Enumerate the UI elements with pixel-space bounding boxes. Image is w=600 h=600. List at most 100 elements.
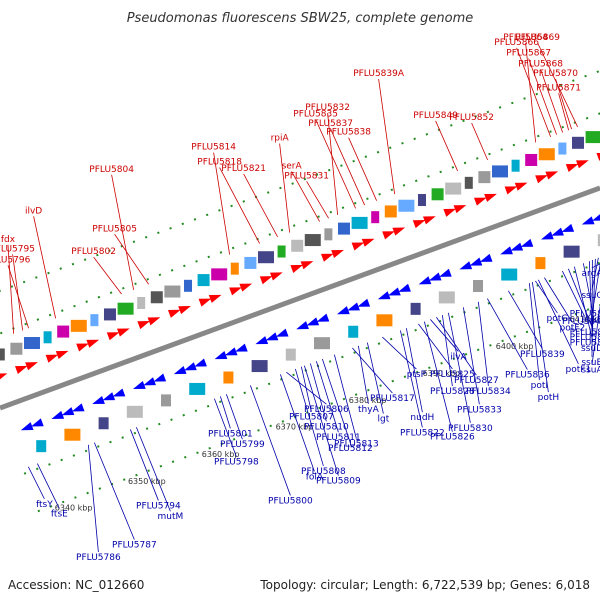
feature-box-upper — [90, 314, 99, 327]
top-gene-label: PFLU5821 — [221, 164, 266, 174]
reverse-gene-arrow — [418, 276, 432, 285]
label-leader-line — [535, 280, 558, 314]
feature-box-upper — [244, 256, 257, 269]
reverse-gene-arrow — [31, 418, 44, 427]
forward-gene-arrow — [361, 238, 375, 247]
label-leader-line — [136, 427, 171, 512]
label-leader-line — [321, 358, 351, 444]
feature-box-upper — [230, 262, 239, 275]
label-leader-line — [508, 290, 543, 350]
feature-box-upper — [0, 348, 5, 361]
bottom-gene-label: PFLU5851 — [570, 309, 600, 319]
label-leader-line — [430, 319, 459, 352]
reverse-gene-arrow — [439, 268, 452, 277]
feature-box-lower — [597, 234, 600, 247]
label-leader-line — [225, 394, 243, 440]
bottom-gene-label: lgt — [378, 415, 390, 425]
reverse-gene-arrow — [388, 287, 401, 296]
bottom-gene-label: PFLU5834 — [466, 387, 511, 397]
reverse-gene-arrow — [255, 336, 269, 345]
label-leader-line — [568, 268, 593, 327]
reverse-gene-arrow — [51, 410, 65, 419]
label-leader-line — [382, 336, 417, 370]
reverse-gene-arrow — [112, 388, 126, 397]
tick-track-0 — [37, 304, 600, 513]
bottom-gene-label: ssuA — [581, 366, 600, 376]
label-leader-line — [423, 321, 453, 432]
label-leader-line — [418, 323, 453, 370]
reverse-gene-arrow — [459, 261, 473, 270]
feature-box-upper — [491, 165, 508, 178]
feature-box-upper — [371, 211, 380, 224]
top-gene-label: PFLU5837 — [308, 119, 353, 129]
reverse-gene-arrow — [224, 347, 238, 356]
feature-box-upper — [337, 222, 350, 235]
reverse-gene-arrow — [275, 328, 289, 337]
feature-box-upper — [211, 268, 228, 281]
feature-box-lower — [563, 245, 580, 258]
forward-gene-arrow — [106, 332, 120, 341]
label-leader-line — [214, 398, 237, 457]
reverse-gene-arrow — [235, 343, 248, 352]
forward-gene-arrow — [116, 328, 130, 337]
feature-box-upper — [150, 291, 163, 304]
forward-gene-arrow — [514, 182, 528, 191]
forward-gene-arrow — [596, 152, 600, 161]
forward-gene-arrow — [259, 276, 273, 285]
forward-gene-arrow — [422, 216, 436, 225]
reverse-gene-arrow — [306, 317, 320, 326]
bottom-gene-label: PFLU5828 — [430, 387, 475, 397]
label-leader-line — [435, 120, 458, 172]
forward-gene-arrow — [351, 242, 365, 251]
feature-box-upper — [351, 216, 368, 229]
kbp-tick-label: 6410 kbp — [570, 315, 600, 324]
feature-box-upper — [117, 302, 134, 315]
feature-box-lower — [64, 428, 81, 441]
label-leader-line — [327, 112, 339, 216]
bottom-gene-label: PFLU5794 — [136, 501, 181, 511]
forward-gene-arrow — [412, 220, 426, 229]
kbp-tick-label: 6340 kbp — [55, 504, 93, 513]
bottom-gene-label: PFLU5809 — [316, 477, 361, 487]
feature-box-upper — [257, 251, 274, 264]
top-gene-label: PFLU5852 — [449, 113, 494, 123]
label-leader-line — [333, 354, 357, 439]
feature-box-lower — [473, 279, 484, 292]
reverse-gene-arrow — [337, 306, 350, 315]
feature-box-upper — [183, 279, 192, 292]
label-leader-line — [291, 171, 320, 222]
feature-box-lower — [376, 314, 393, 327]
reverse-gene-arrow — [102, 392, 116, 401]
forward-gene-arrow — [45, 354, 59, 363]
bottom-gene-label: PFLU5848 — [570, 339, 600, 349]
feature-box-upper — [571, 136, 584, 149]
forward-gene-arrow — [86, 339, 100, 348]
label-leader-line — [562, 270, 585, 317]
figure-title: Pseudomonas fluorescens SBW25, complete … — [127, 11, 474, 26]
label-leader-line — [591, 257, 599, 290]
reverse-gene-arrow — [184, 362, 197, 371]
bottom-gene-label: PFLU5812 — [328, 444, 373, 454]
bottom-gene-label: PFLU5817 — [370, 394, 415, 404]
top-gene-label: PFLU5867 — [506, 49, 551, 59]
label-leader-line — [544, 277, 573, 323]
feature-box-upper — [464, 176, 473, 189]
label-leader-line — [28, 466, 45, 500]
label-leader-line — [462, 307, 480, 405]
top-gene-label: PFLU5869 — [515, 33, 560, 43]
bottom-gene-label: nudH — [410, 413, 434, 423]
feature-box-upper — [304, 234, 321, 247]
forward-gene-arrow — [178, 306, 191, 315]
label-leader-line — [352, 347, 393, 394]
bottom-gene-label: PFLU5787 — [112, 541, 157, 551]
top-strand-labels: PFLU5871PFLU5870PFLU5868PFLU5867PFLU5866… — [0, 33, 581, 334]
bottom-gene-label: PFLU5826 — [430, 433, 475, 443]
label-leader-line — [528, 58, 557, 135]
kbp-tick-label: 6360 kbp — [202, 450, 240, 459]
top-gene-label: PFLU5870 — [533, 69, 578, 79]
bottom-gene-label: PFLU5830 — [448, 424, 493, 434]
bottom-gene-label: ilvA — [450, 352, 467, 362]
forward-gene-arrow — [392, 227, 406, 236]
top-gene-label: PFLU5864 — [503, 33, 548, 43]
